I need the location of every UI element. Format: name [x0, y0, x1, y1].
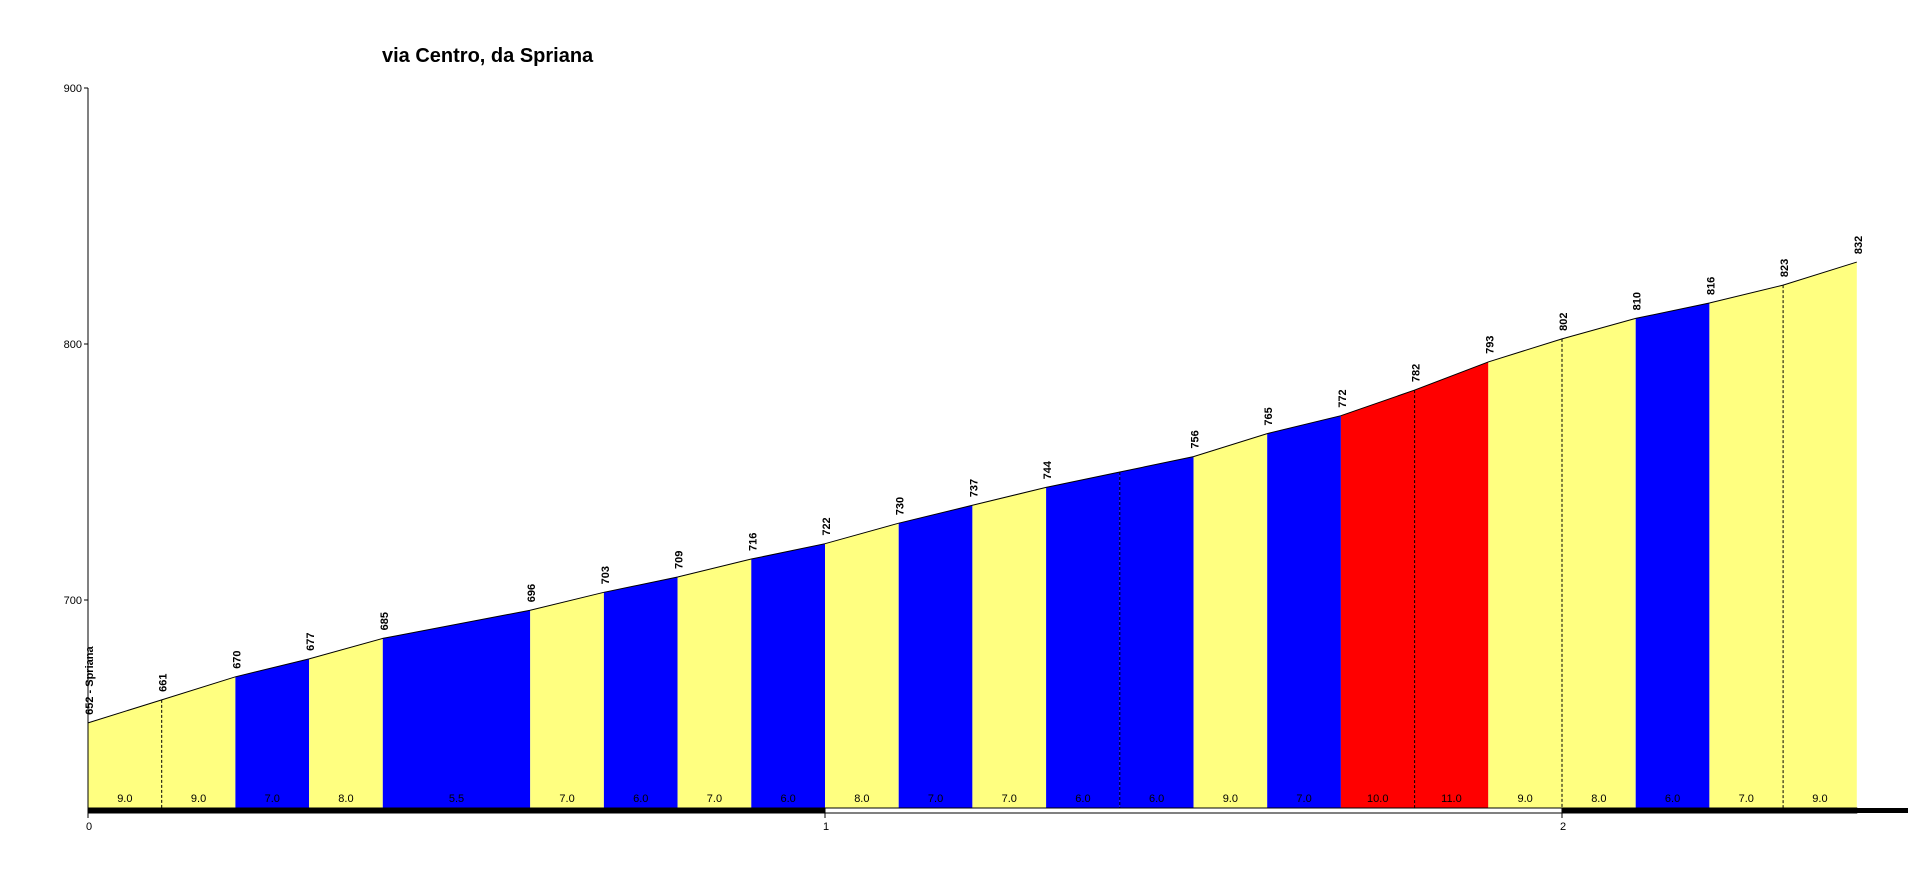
elevation-label: 832 — [1853, 236, 1865, 254]
profile-segment — [161, 676, 236, 808]
profile-segment — [88, 699, 162, 808]
gradient-label: 9.0 — [191, 793, 206, 805]
gradient-label: 7.0 — [707, 793, 722, 805]
elevation-label: 823 — [1779, 259, 1791, 277]
gradient-label: 7.0 — [1002, 793, 1017, 805]
y-tick-label: 800 — [64, 339, 82, 351]
profile-segment — [677, 559, 752, 808]
gradient-label: 6.0 — [1075, 793, 1090, 805]
gradient-label: 9.0 — [1518, 793, 1533, 805]
elevation-label: 730 — [895, 497, 907, 515]
elevation-label: 709 — [674, 551, 686, 569]
elevation-label: 652 - Spriana — [84, 646, 96, 715]
profile-segment — [1119, 456, 1194, 808]
gradient-label: 7.0 — [1739, 793, 1754, 805]
elevation-label: 722 — [821, 517, 833, 535]
elevation-label: 765 — [1263, 407, 1275, 425]
profile-segment — [1046, 472, 1120, 808]
elevation-label: 677 — [305, 633, 317, 651]
elevation-label: 802 — [1558, 313, 1570, 331]
profile-segment — [235, 658, 310, 808]
profile-segment — [898, 505, 973, 808]
gradient-label: 9.0 — [1223, 793, 1238, 805]
gradient-label: 11.0 — [1441, 793, 1462, 805]
gradient-label: 9.0 — [117, 793, 132, 805]
gradient-label: 8.0 — [854, 793, 869, 805]
elevation-label: 772 — [1337, 389, 1349, 407]
elevation-label: 703 — [600, 566, 612, 584]
gradient-label: 6.0 — [781, 793, 796, 805]
elevation-labels: 652 - Spriana 661 670 677 685 696 703 709 716 722… — [84, 236, 1865, 715]
profile-segment — [1709, 285, 1784, 808]
gradient-label: 5.5 — [449, 793, 464, 805]
profile-segment — [1267, 415, 1341, 808]
gradient-label: 6.0 — [1149, 793, 1164, 805]
profile-segment — [309, 638, 383, 808]
gradient-labels: 9.0 9.0 7.0 8.0 5.5 7.0 6.0 7.0 6.0 8.0 7.0 7.0 6.0 6… — [117, 793, 1827, 805]
gradient-label: 7.0 — [928, 793, 943, 805]
x-tick-label: 0 — [86, 821, 92, 833]
elevation-label: 661 — [158, 673, 170, 691]
elevation-label: 685 — [379, 612, 391, 630]
distance-bar — [87, 807, 826, 814]
profile-segment — [1562, 318, 1636, 808]
elevation-label: 716 — [747, 533, 759, 551]
km-dividers — [161, 285, 1784, 808]
profile-segment — [1635, 303, 1710, 808]
profile-segment — [825, 523, 899, 808]
profile-segment — [603, 576, 678, 808]
y-tick-label: 900 — [64, 83, 82, 95]
elevation-label: 816 — [1705, 277, 1717, 295]
y-tick-label: 700 — [64, 595, 82, 607]
profile-segment — [1340, 390, 1415, 808]
gradient-label: 7.0 — [265, 793, 280, 805]
distance-bar-tail — [1856, 808, 1908, 813]
profile-segment — [530, 592, 604, 808]
x-tick-label: 1 — [823, 821, 829, 833]
chart-title: via Centro, da Spriana — [382, 45, 594, 67]
elevation-label: 696 — [526, 584, 538, 602]
gradient-label: 10.0 — [1367, 793, 1388, 805]
distance-bar — [824, 807, 1563, 814]
gradient-label: 9.0 — [1812, 793, 1827, 805]
profile-segment — [382, 610, 531, 808]
distance-bar — [1561, 807, 1858, 814]
gradient-label: 6.0 — [633, 793, 648, 805]
profile-segments — [88, 262, 1857, 809]
profile-segment — [1783, 262, 1857, 809]
x-tick-label: 2 — [1560, 821, 1566, 833]
elevation-label: 670 — [231, 650, 243, 668]
profile-outline — [87, 261, 1857, 724]
profile-segment — [1488, 338, 1562, 808]
gradient-label: 7.0 — [559, 793, 574, 805]
gradient-label: 7.0 — [1296, 793, 1311, 805]
profile-segment — [751, 543, 825, 808]
axes: 700 800 900 0 1 2 — [64, 83, 1908, 833]
profile-segment — [1193, 433, 1268, 808]
profile-segment — [972, 487, 1047, 808]
elevation-label: 756 — [1190, 430, 1202, 448]
gradient-label: 8.0 — [338, 793, 353, 805]
elevation-label: 793 — [1484, 336, 1496, 354]
elevation-label: 810 — [1632, 292, 1644, 310]
elevation-label: 744 — [1042, 460, 1054, 479]
gradient-label: 6.0 — [1665, 793, 1680, 805]
elevation-label: 737 — [968, 479, 980, 497]
elevation-label: 782 — [1411, 364, 1423, 382]
profile-segment — [1414, 361, 1489, 808]
gradient-label: 8.0 — [1591, 793, 1606, 805]
profile-line — [87, 261, 1857, 724]
